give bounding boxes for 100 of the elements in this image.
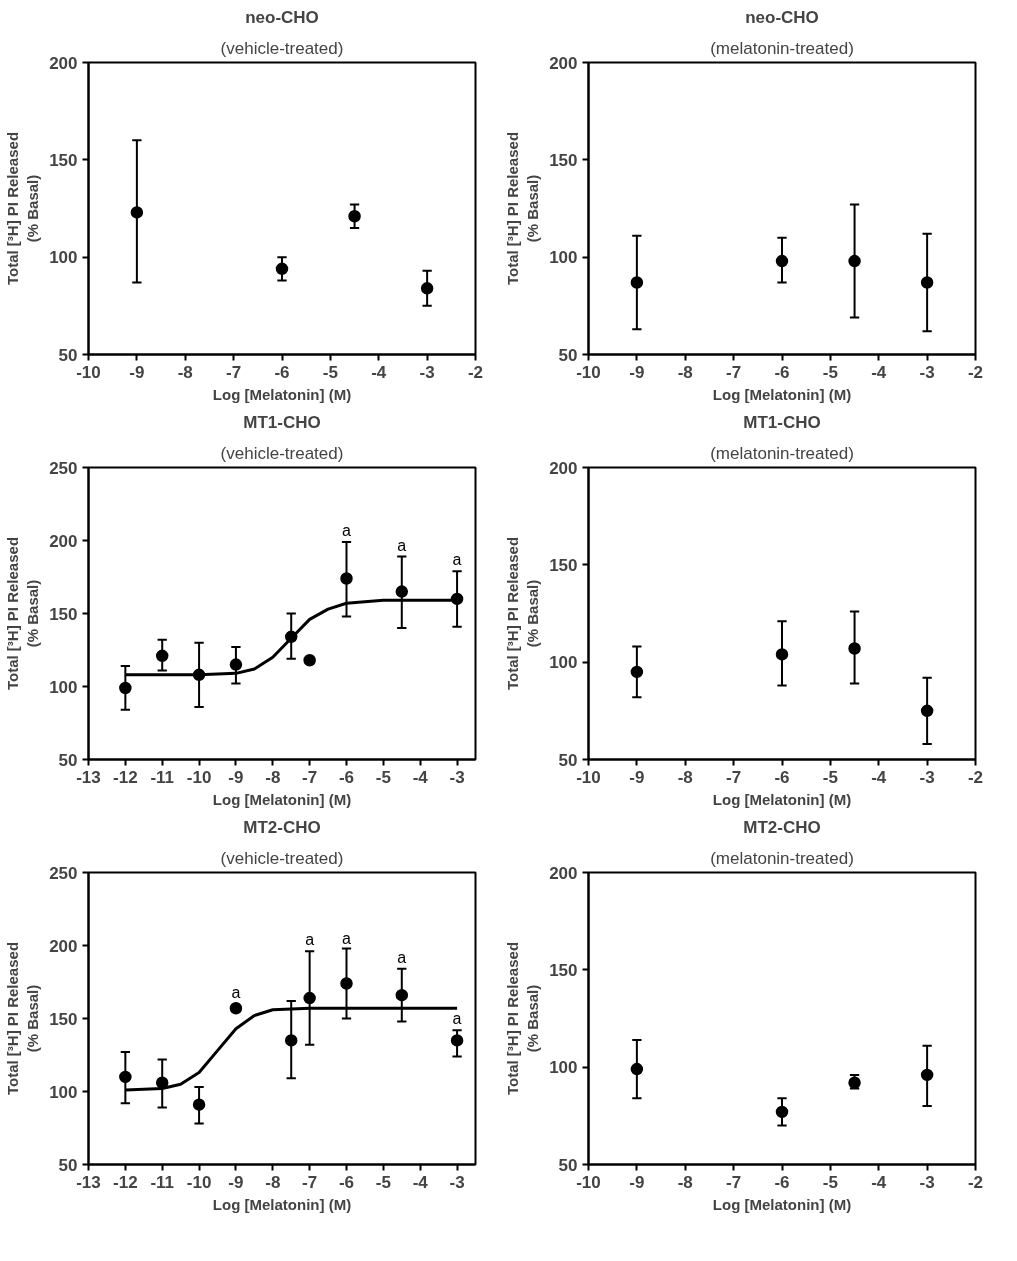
annotation: a (397, 536, 407, 554)
x-tick-label: -2 (967, 1172, 984, 1192)
x-tick-label: -3 (919, 1172, 935, 1192)
y-axis-title: Total [³H] PI Released (% Basal) (3, 131, 42, 286)
annotation: a (305, 931, 315, 949)
x-tick-label: -4 (871, 1172, 887, 1192)
chart-title: neo-CHO (245, 7, 319, 27)
x-tick-label: -8 (265, 767, 281, 787)
y-tick-label: 100 (49, 677, 78, 697)
x-tick-label: -8 (677, 767, 693, 787)
x-tick-label: -4 (412, 767, 429, 787)
x-axis-title: Log [Melatonin] (M) (712, 1195, 852, 1213)
annotation: a (342, 522, 352, 540)
annotation: a (452, 1010, 462, 1028)
chart-subtitle: (vehicle-treated) (220, 848, 344, 868)
y-tick-label: 50 (558, 1155, 578, 1175)
x-tick-label: -10 (576, 1172, 601, 1192)
chart-subtitle: (melatonin-treated) (710, 848, 854, 868)
x-tick-label: -8 (677, 1172, 693, 1192)
x-tick-label: -6 (774, 767, 790, 787)
y-tick-label: 100 (49, 1082, 78, 1102)
y-axis-title: Total [³H] PI Released (% Basal) (503, 131, 542, 286)
y-tick-label: 100 (549, 653, 578, 673)
chart-subtitle: (vehicle-treated) (220, 443, 344, 463)
x-tick-label: -2 (967, 767, 984, 787)
x-tick-label: -7 (726, 767, 742, 787)
x-tick-label: -11 (150, 1172, 175, 1192)
x-axis-title: Log [Melatonin] (M) (712, 790, 852, 808)
x-axis-title: Log [Melatonin] (M) (712, 385, 852, 403)
y-axis-title: Total [³H] PI Released (% Basal) (503, 941, 542, 1096)
y-tick-label: 50 (558, 750, 578, 770)
y-axis-title: Total [³H] PI Released (% Basal) (503, 536, 542, 691)
x-tick-label: -10 (576, 362, 601, 382)
y-tick-label: 200 (49, 53, 78, 73)
annotation: a (342, 929, 352, 947)
x-tick-label: -7 (302, 767, 318, 787)
x-tick-label: -6 (338, 767, 355, 787)
x-tick-label: -6 (774, 362, 790, 382)
y-tick-label: 100 (49, 248, 78, 268)
x-tick-label: -10 (186, 1172, 212, 1192)
x-axis-title: Log [Melatonin] (M) (212, 385, 352, 403)
chart-title: MT2-CHO (743, 817, 821, 837)
y-tick-label: 100 (549, 1058, 578, 1078)
x-tick-label: -9 (228, 767, 244, 787)
chart-title: MT1-CHO (743, 412, 821, 432)
x-tick-label: -10 (576, 767, 601, 787)
x-tick-label: -5 (375, 1172, 391, 1192)
y-tick-label: 200 (49, 936, 78, 956)
annotation: a (231, 983, 241, 1001)
x-tick-label: -8 (177, 362, 193, 382)
y-tick-label: 150 (49, 150, 78, 170)
y-tick-label: 200 (549, 458, 578, 478)
y-tick-label: 50 (58, 1155, 78, 1175)
chart-title: neo-CHO (745, 7, 819, 27)
x-tick-label: -10 (76, 362, 101, 382)
chart-title: MT2-CHO (243, 817, 321, 837)
x-tick-label: -7 (226, 362, 242, 382)
x-tick-label: -4 (871, 362, 887, 382)
y-tick-label: 50 (558, 345, 578, 365)
x-tick-label: -5 (822, 1172, 838, 1192)
x-tick-label: -8 (265, 1172, 281, 1192)
x-tick-label: -12 (113, 1172, 138, 1192)
x-axis-title: Log [Melatonin] (M) (212, 1195, 352, 1213)
chart-subtitle: (vehicle-treated) (220, 38, 344, 58)
x-tick-label: -6 (274, 362, 290, 382)
x-tick-label: -12 (113, 767, 138, 787)
x-tick-label: -4 (412, 1172, 429, 1192)
x-tick-label: -3 (419, 362, 435, 382)
x-tick-label: -13 (76, 1172, 101, 1192)
x-tick-label: -8 (677, 362, 693, 382)
x-tick-label: -6 (338, 1172, 355, 1192)
y-tick-label: 50 (58, 345, 78, 365)
x-tick-label: -3 (449, 767, 465, 787)
x-tick-label: -3 (919, 362, 935, 382)
x-tick-label: -5 (322, 362, 338, 382)
x-tick-label: -7 (302, 1172, 318, 1192)
chart-title: MT1-CHO (243, 412, 321, 432)
chart-subtitle: (melatonin-treated) (710, 38, 854, 58)
y-tick-label: 150 (549, 555, 578, 575)
x-tick-label: -2 (467, 362, 484, 382)
x-tick-label: -5 (822, 767, 838, 787)
y-tick-label: 200 (549, 863, 578, 883)
y-tick-label: 150 (49, 1009, 78, 1029)
x-tick-label: -5 (822, 362, 838, 382)
x-tick-label: -9 (629, 362, 645, 382)
y-tick-label: 150 (549, 150, 578, 170)
y-axis-title: Total [³H] PI Released (% Basal) (3, 536, 42, 691)
y-tick-label: 50 (58, 750, 78, 770)
y-tick-label: 100 (549, 248, 578, 268)
x-tick-label: -7 (726, 362, 742, 382)
chart-subtitle: (melatonin-treated) (710, 443, 854, 463)
x-tick-label: -3 (449, 1172, 465, 1192)
x-tick-label: -2 (967, 362, 984, 382)
x-tick-label: -4 (871, 767, 887, 787)
x-tick-label: -7 (726, 1172, 742, 1192)
y-tick-label: 150 (549, 960, 578, 980)
x-tick-label: -5 (375, 767, 391, 787)
annotation: a (397, 948, 407, 966)
x-axis-title: Log [Melatonin] (M) (212, 790, 352, 808)
y-tick-label: 250 (49, 458, 78, 478)
